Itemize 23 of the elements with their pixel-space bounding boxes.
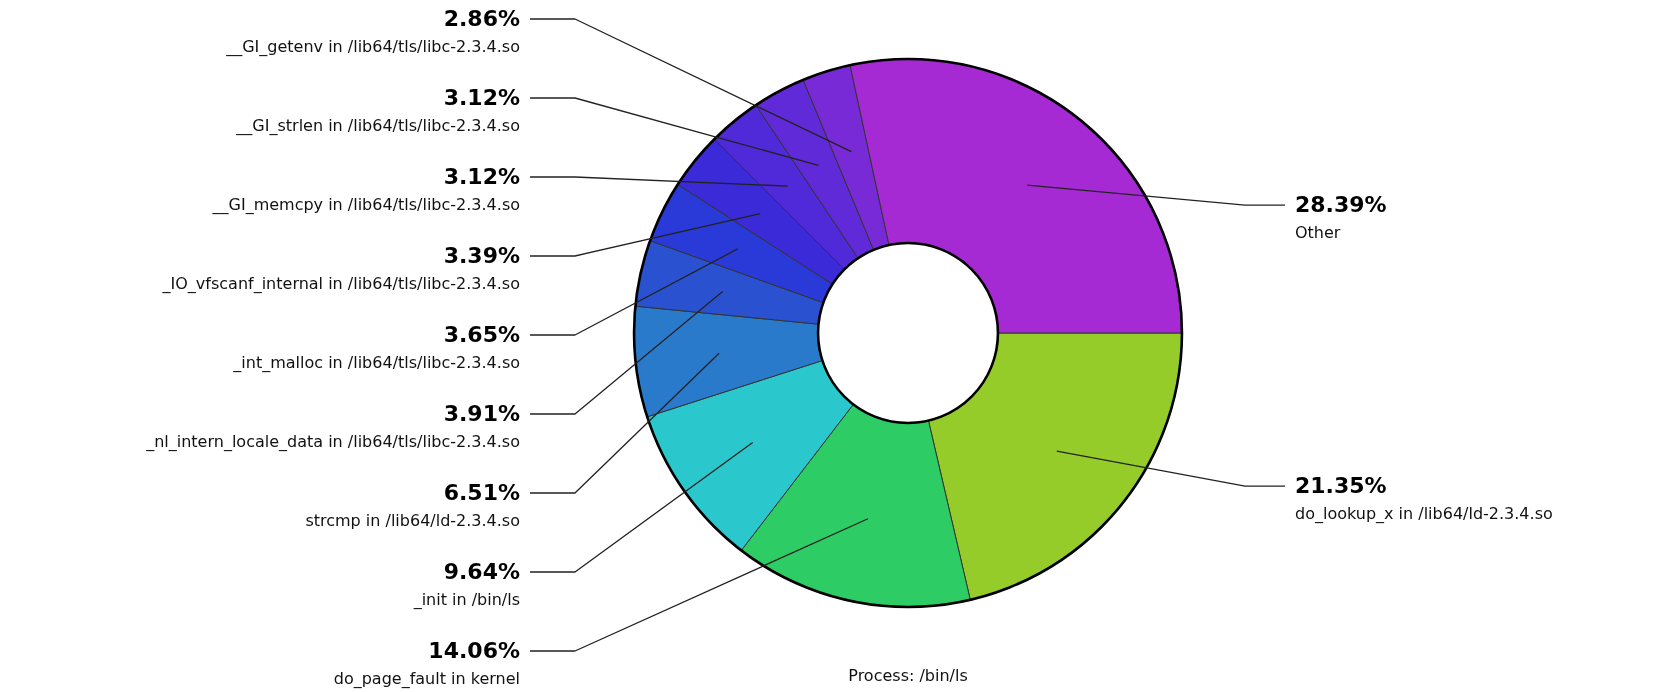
slice-label: __GI_getenv in /lib64/tls/libc-2.3.4.so: [225, 37, 520, 57]
slice-label: _nl_intern_locale_data in /lib64/tls/libc-2.3.4.so: [145, 432, 520, 452]
slice-label: strcmp in /lib64/ld-2.3.4.so: [305, 511, 520, 530]
slice-label: _init in /bin/ls: [412, 590, 520, 610]
data-label: 9.64%: [443, 559, 520, 584]
data-label: 3.65%: [443, 322, 520, 347]
slice-label: _IO_vfscanf_internal in /lib64/tls/libc-2.3.4.so: [161, 274, 520, 294]
slice-label: __GI_memcpy in /lib64/tls/libc-2.3.4.so: [211, 195, 520, 215]
slice-label: do_lookup_x in /lib64/ld-2.3.4.so: [1295, 504, 1553, 525]
text: Process: /bin/ls: [848, 666, 968, 685]
data-label: 28.39%: [1295, 192, 1387, 218]
data-label: 3.39%: [443, 243, 520, 268]
slice-label: do_page_fault in kernel: [333, 669, 520, 689]
slice-label: Other: [1295, 223, 1341, 243]
data-label: 14.06%: [428, 638, 520, 663]
data-label: 6.51%: [443, 480, 520, 505]
data-label: 3.12%: [443, 85, 520, 110]
slice-label: __GI_strlen in /lib64/tls/libc-2.3.4.so: [235, 116, 520, 136]
data-label: 2.86%: [443, 6, 520, 31]
data-label: 3.91%: [443, 401, 520, 426]
data-label: 21.35%: [1295, 473, 1387, 499]
data-label: 3.12%: [443, 164, 520, 189]
slice-label: _int_malloc in /lib64/tls/libc-2.3.4.so: [232, 353, 520, 373]
